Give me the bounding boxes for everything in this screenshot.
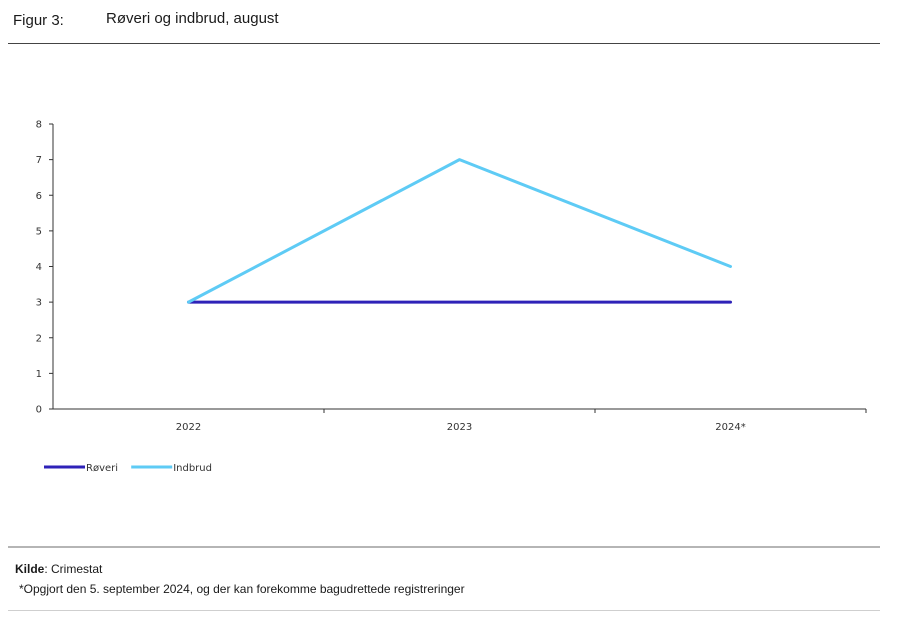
source-text: : Crimestat xyxy=(44,562,103,576)
figure-header: Figur 3: Røveri og indbrud, august xyxy=(8,0,880,44)
y-tick-label: 6 xyxy=(36,191,42,202)
figure-label: Figur 3: xyxy=(13,12,64,29)
y-tick-label: 4 xyxy=(36,262,42,273)
x-tick-label: 2023 xyxy=(447,422,472,433)
x-tick-label: 2024* xyxy=(715,422,745,433)
y-tick-label: 1 xyxy=(36,369,42,380)
y-tick-label: 7 xyxy=(36,155,42,166)
x-tick-label: 2022 xyxy=(176,422,201,433)
bottom-divider xyxy=(8,610,880,611)
y-tick-label: 2 xyxy=(36,333,42,344)
footer-divider xyxy=(8,546,880,548)
series-line-1 xyxy=(187,158,732,304)
footnote: *Opgjort den 5. september 2024, og der k… xyxy=(19,582,465,596)
source-line: Kilde: Crimestat xyxy=(15,562,102,576)
y-tick-label: 3 xyxy=(36,298,42,309)
y-tick-label: 8 xyxy=(36,120,42,131)
figure-title: Røveri og indbrud, august xyxy=(106,10,279,27)
y-tick-label: 0 xyxy=(36,405,42,416)
legend-label-1: Indbrud xyxy=(173,463,212,474)
line-chart: 0 1 2 3 4 5 6 7 8 2022 2023 2024* Røveri Indbrud xyxy=(36,120,867,474)
y-tick-label: 5 xyxy=(36,226,42,237)
legend-label-0: Røveri xyxy=(86,463,118,474)
source-label: Kilde xyxy=(15,562,45,576)
